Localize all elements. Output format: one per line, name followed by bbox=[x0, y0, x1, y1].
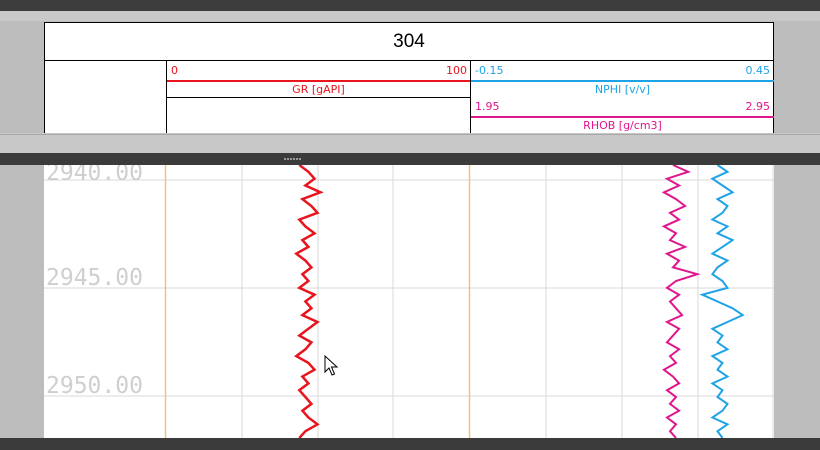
nphi-curve-name[interactable]: NPHI [v/v] bbox=[594, 83, 651, 96]
gr-curve-name[interactable]: GR [gAPI] bbox=[292, 83, 345, 96]
well-title: 304 bbox=[45, 23, 773, 61]
bottom-status-bar bbox=[0, 438, 820, 450]
log-track-area[interactable]: 2940.00 2945.00 2950.00 bbox=[44, 165, 774, 438]
gr-scale-line bbox=[167, 80, 470, 82]
splitter-bar[interactable] bbox=[0, 153, 820, 165]
nphi-max-label: 0.45 bbox=[745, 64, 771, 77]
top-toolbar-shadow bbox=[0, 11, 820, 21]
log-tracks-svg[interactable]: 2940.00 2945.00 2950.00 bbox=[44, 165, 774, 438]
log-header: 304 0 100 GR [gAPI] -0.15 0.45 NPHI [v/v… bbox=[44, 22, 774, 134]
nphi-min-label: -0.15 bbox=[475, 64, 504, 77]
gr-curve[interactable] bbox=[294, 165, 324, 438]
gr-min-label: 0 bbox=[171, 64, 178, 77]
depth-label-1: 2940.00 bbox=[46, 165, 143, 186]
gr-header-bottom-line bbox=[167, 97, 470, 98]
header-splitter[interactable] bbox=[0, 133, 820, 153]
track-divider bbox=[470, 61, 471, 133]
top-toolbar bbox=[0, 0, 820, 21]
rhob-min-label: 1.95 bbox=[475, 100, 500, 113]
mouse-cursor-icon bbox=[324, 354, 339, 376]
splitter-grip-icon[interactable] bbox=[284, 158, 302, 160]
depth-column-divider bbox=[166, 61, 167, 133]
depth-label-3: 2950.00 bbox=[46, 373, 143, 399]
splitter-separator bbox=[0, 134, 820, 135]
depth-label-2: 2945.00 bbox=[46, 265, 143, 291]
gr-max-label: 100 bbox=[446, 64, 467, 77]
rhob-max-label: 2.95 bbox=[745, 100, 771, 113]
rhob-curve[interactable] bbox=[661, 165, 701, 438]
rhob-curve-name[interactable]: RHOB [g/cm3] bbox=[583, 119, 662, 132]
nphi-scale-line bbox=[471, 80, 774, 82]
rhob-scale-line bbox=[471, 116, 774, 118]
nphi-curve[interactable] bbox=[699, 165, 745, 438]
